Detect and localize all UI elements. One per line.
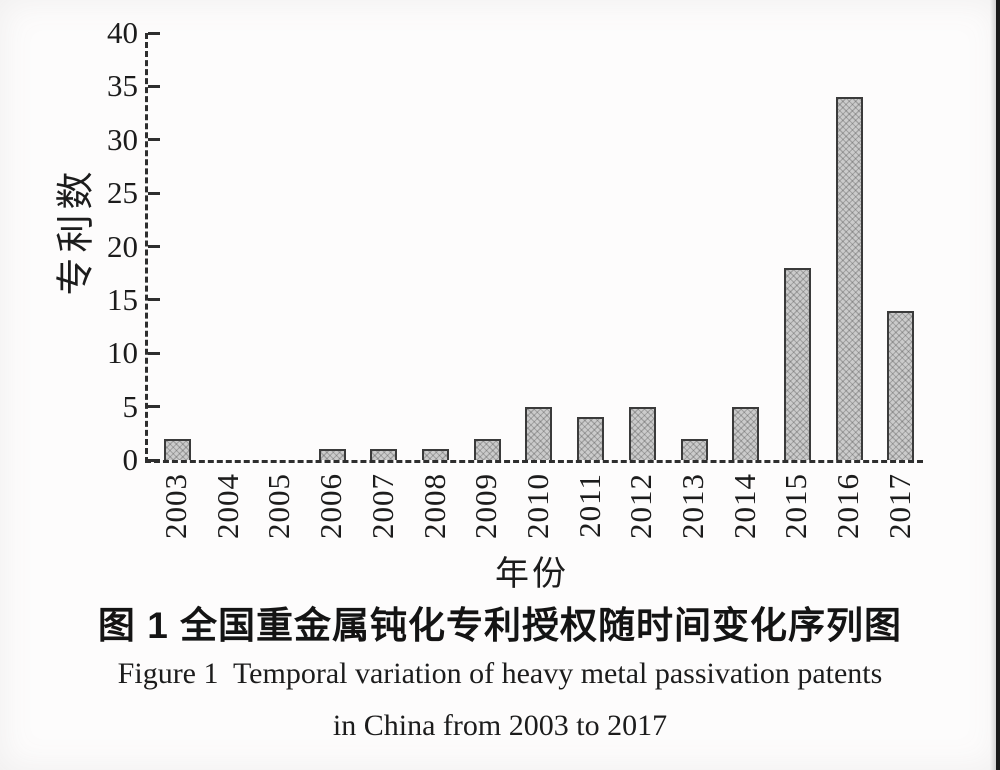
y-tick-label: 30 [107,121,138,157]
x-tick-label-2010: 2010 [519,473,555,539]
x-tick-label-2008: 2008 [416,473,452,539]
bar-2016 [835,97,863,460]
y-tick-label: 5 [122,388,139,424]
y-tick-mark [148,31,160,35]
bar-2007 [370,449,398,460]
bar-2010 [525,406,553,460]
y-tick-mark [148,191,160,195]
x-tick-label-2013: 2013 [675,473,710,539]
figure-caption-chinese: 图 1 全国重金属钝化专利授权随时间变化序列图 [97,605,903,646]
x-tick-label-2007: 2007 [364,473,400,539]
x-tick-label-2015: 2015 [778,473,814,539]
x-tick-label-2006: 2006 [313,473,349,539]
bar-2009 [473,438,501,460]
y-tick-label: 40 [107,15,138,50]
bar-2003 [163,438,191,460]
bar-2006 [318,449,346,460]
y-tick-mark [148,84,160,88]
bar-2012 [628,406,656,460]
x-tick-label-2014: 2014 [726,473,762,539]
y-tick-label: 0 [122,442,139,477]
y-tick-mark [148,138,160,142]
x-tick-label-2005: 2005 [261,473,297,539]
y-tick-label: 35 [107,68,138,104]
x-tick-label-2011: 2011 [571,473,607,538]
bar-2013 [680,438,708,460]
bar-2011 [577,417,605,460]
scan-artifact-right-edge [996,0,1000,770]
x-tick-label-2017: 2017 [881,473,917,539]
bar-2008 [422,449,449,460]
bar-2014 [732,406,760,460]
figure-caption-english-line1: Figure 1 Temporal variation of heavy met… [117,657,883,690]
figure-caption-english-line2: in China from 2003 to 2017 [332,709,668,742]
x-tick-label-2016: 2016 [830,473,866,539]
y-tick-mark [148,245,160,248]
y-tick-label: 20 [107,228,138,264]
y-tick-label: 10 [107,335,138,371]
y-tick-mark [148,298,160,302]
y-tick-mark [148,405,160,409]
bar-2017 [887,310,915,460]
x-tick-label-2012: 2012 [623,473,659,539]
y-tick-mark [148,458,160,462]
bar-2015 [783,267,811,460]
scan-shadow-right [990,0,996,770]
plot-area: 0 5 10 15 20 25 30 35 40 2003 2004 2005 2006 2007 2008… [107,16,923,539]
y-tick-mark [148,351,160,355]
x-tick-label-2004: 2004 [209,473,245,539]
x-axis-title: 年份 [495,556,569,593]
y-tick-label: 15 [107,281,138,317]
x-tick-label-2009: 2009 [468,473,504,539]
y-tick-label: 25 [107,175,138,211]
x-tick-label-2003: 2003 [158,473,193,539]
